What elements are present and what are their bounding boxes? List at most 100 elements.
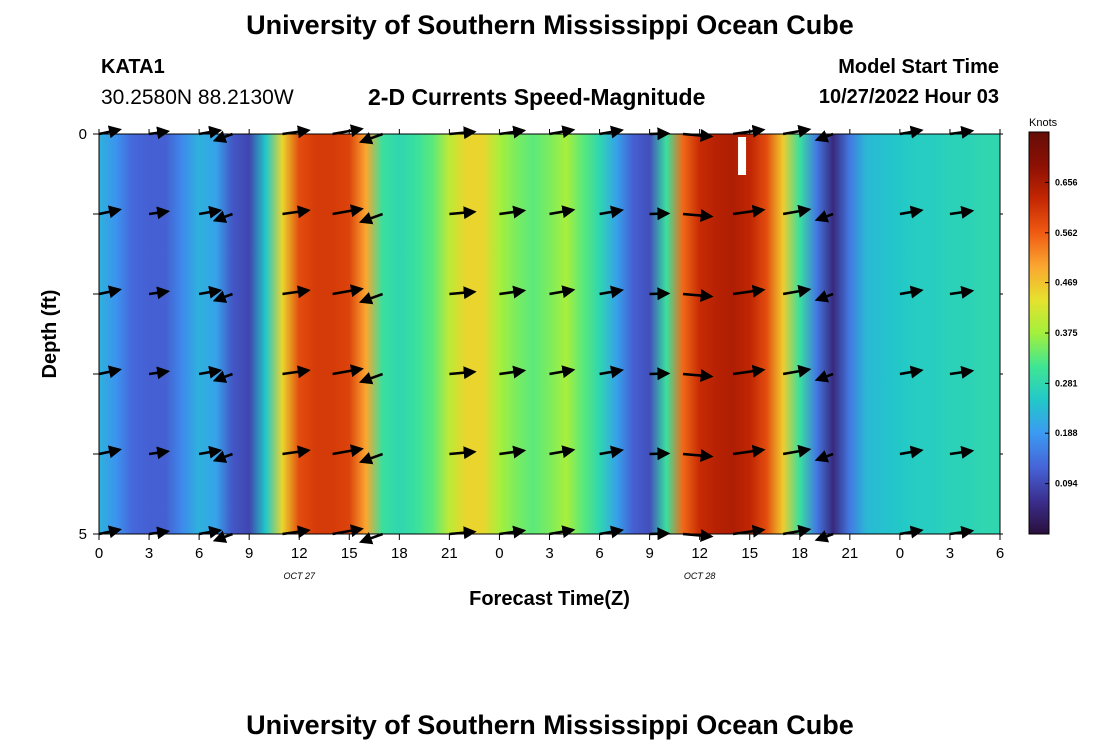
colorbar: Knots 0.094 0.188 0.281 0.375 0.469 0.562 0.65… [1028,117,1078,535]
x-tick-label: 6 [996,545,1004,562]
current-vector-arrow [782,204,812,218]
y-tick-label: 5 [79,526,87,543]
colorbar-tick-label: 0.188 [1055,428,1078,438]
current-vector-arrow [282,125,311,139]
current-vector-arrow [499,205,527,219]
x-tick-label: 3 [946,545,954,562]
chart-title: University of Southern Mississippi Ocean… [246,10,854,40]
current-vectors [98,124,975,545]
current-vector-arrow [499,445,527,459]
current-vector-arrow [282,285,311,299]
y-axis-label: Depth (ft) [39,290,61,379]
current-vector-arrow [682,209,714,222]
current-vector-arrow [282,525,311,539]
colorbar-label: Knots [1029,117,1058,129]
current-vector-arrow [682,449,714,462]
x-tick-label: 3 [545,545,553,562]
x-tick-label: 15 [741,545,758,562]
current-vector-arrow [599,365,624,379]
current-vector-arrow [282,445,311,459]
x-tick-label: 6 [195,545,203,562]
colorbar-tick-label: 0.375 [1055,328,1078,338]
current-vector-arrow [148,206,171,220]
current-vector-arrow [449,206,477,220]
current-vector-arrow [782,124,812,138]
repeated-title: University of Southern Mississippi Ocean… [246,710,854,740]
x-tick-label: 18 [791,545,808,562]
current-vector-arrow [98,445,122,459]
date-label: OCT 28 [684,571,716,581]
current-vector-arrow [282,205,311,219]
current-vector-arrow [449,446,477,460]
speed-heatmap [99,134,1000,534]
current-vector-arrow [358,372,384,385]
current-vector-arrow [198,125,223,139]
current-vector-arrow [212,290,233,303]
station-id: KATA1 [101,56,165,78]
current-vector-arrow [682,289,714,302]
current-vector-arrow [814,290,834,303]
current-vector-arrow [332,204,364,218]
current-vector-arrow [899,125,924,139]
x-tick-label: 18 [391,545,408,562]
current-vector-arrow [148,446,171,460]
model-start-value: 10/27/2022 Hour 03 [818,86,999,108]
current-vector-arrow [148,286,171,300]
current-vector-arrow [549,125,576,139]
current-vector-arrow [282,365,311,379]
chart-subtitle: 2-D Currents Speed-Magnitude [368,84,706,110]
heatmap-area: 0 3 6 9 12 15 18 21 0 3 6 9 12 15 18 21 0 3 6 OCT 27 OCT 28 0… [79,124,1004,581]
current-vector-arrow [599,205,624,219]
current-vector-arrow [814,370,834,383]
current-vector-arrow [449,366,477,380]
current-vector-arrow [949,445,975,459]
x-tick-label: 12 [691,545,708,562]
current-vector-arrow [358,292,384,305]
current-vector-arrow [732,204,766,218]
current-vector-arrow [732,124,766,138]
colorbar-ticks: 0.094 0.188 0.281 0.375 0.469 0.562 0.656 [1045,177,1078,489]
current-vector-arrow [732,444,766,458]
current-vector-arrow [649,447,671,461]
current-vector-arrow [98,525,122,539]
current-vector-arrow [814,210,834,223]
current-vector-arrow [782,364,812,378]
colorbar-tick-label: 0.562 [1055,228,1078,238]
current-vector-arrow [599,525,624,539]
current-vector-arrow [899,525,924,539]
current-vector-arrow [332,124,364,138]
current-vector-arrow [549,445,576,459]
x-tick-label: 21 [441,545,458,562]
current-vector-arrow [358,132,384,145]
colorbar-tick-label: 0.656 [1055,177,1078,187]
x-tick-label: 0 [95,545,103,562]
current-vector-arrow [649,207,671,221]
x-tick-label: 21 [841,545,858,562]
x-tick-label: 0 [495,545,503,562]
current-vector-arrow [782,284,812,298]
current-vector-arrow [549,365,576,379]
x-tick-label: 15 [341,545,358,562]
current-vector-arrow [949,285,975,299]
current-vector-arrow [949,365,975,379]
current-vector-arrow [449,286,477,300]
missing-data-marker [738,137,747,175]
current-vector-arrow [212,130,233,143]
current-vector-arrow [599,125,624,139]
current-vector-arrow [98,205,122,219]
x-tick-label: 12 [291,545,308,562]
current-vector-arrow [732,284,766,298]
current-vector-arrow [499,365,527,379]
current-vector-arrow [782,524,812,538]
current-vector-arrow [899,365,924,379]
current-vector-arrow [499,285,527,299]
current-vector-arrow [358,452,384,465]
current-vector-arrow [332,284,364,298]
colorbar-tick-label: 0.094 [1055,479,1078,489]
current-vector-arrow [332,364,364,378]
x-tick-label: 3 [145,545,153,562]
model-start-label: Model Start Time [838,56,999,78]
current-vector-arrow [549,205,576,219]
x-axis-label: Forecast Time(Z) [469,588,630,610]
x-tick-label: 9 [645,545,653,562]
